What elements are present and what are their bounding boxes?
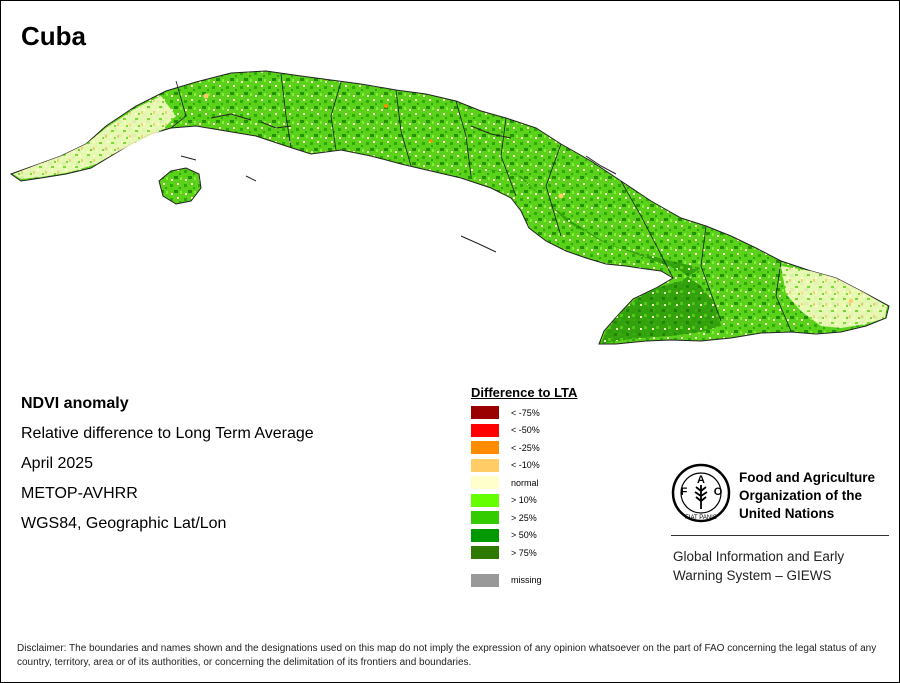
fao-emblem-icon: F A O FIAT PANIS: [671, 463, 731, 523]
legend-label: > 10%: [511, 495, 537, 506]
legend-label: > 50%: [511, 530, 537, 541]
legend-swatch: [471, 546, 499, 560]
product-date: April 2025: [21, 455, 94, 472]
legend-swatch: [471, 528, 499, 542]
legend-item: normal: [471, 474, 577, 492]
giews-name: Global Information and Early Warning Sys…: [673, 547, 900, 585]
legend-label: < -25%: [511, 442, 540, 453]
legend-item: < -50%: [471, 422, 577, 440]
legend-swatch: [471, 406, 499, 420]
legend-label: normal: [511, 477, 539, 488]
legend-item: > 50%: [471, 527, 577, 545]
legend-item: < -25%: [471, 439, 577, 457]
emblem-letter-a: A: [697, 474, 705, 486]
legend: Difference to LTA < -75% < -50% < -25% <…: [471, 385, 577, 589]
fao-name-line: Food and Agriculture: [739, 470, 875, 485]
disclaimer: Disclaimer: The boundaries and names sho…: [17, 643, 877, 668]
province-boundaries: [170, 73, 792, 332]
western-pale-zone: [13, 96, 176, 179]
legend-swatch: [471, 476, 499, 490]
legend-item: > 10%: [471, 492, 577, 510]
legend-swatch: [471, 423, 499, 437]
product-name: NDVI anomaly: [21, 395, 129, 412]
fao-name-line: United Nations: [739, 506, 835, 521]
legend-label: > 75%: [511, 547, 537, 558]
legend-label: < -50%: [511, 425, 540, 436]
legend-swatch: [471, 458, 499, 472]
emblem-letter-f: F: [681, 486, 688, 498]
central-dark-zone: [471, 166, 721, 344]
legend-swatch: [471, 441, 499, 455]
legend-swatch: [471, 511, 499, 525]
fao-name-line: Organization of the: [739, 488, 862, 503]
legend-swatch: [471, 493, 499, 507]
map-title: Cuba: [21, 21, 86, 51]
eastern-pale-zone: [781, 266, 887, 328]
projection-name: WGS84, Geographic Lat/Lon: [21, 515, 227, 532]
offshore-cays: [180, 113, 617, 253]
legend-label: < -75%: [511, 407, 540, 418]
sensor-name: METOP-AVHRR: [21, 485, 138, 502]
legend-title: Difference to LTA: [471, 385, 578, 400]
legend-item-missing: missing: [471, 572, 577, 590]
giews-line: Warning System – GIEWS: [673, 568, 832, 583]
product-description: Relative difference to Long Term Average: [21, 425, 314, 442]
fao-name: Food and Agriculture Organization of the…: [739, 469, 899, 523]
emblem-motto: FIAT PANIS: [685, 515, 717, 521]
legend-item: > 25%: [471, 509, 577, 527]
giews-line: Global Information and Early: [673, 549, 845, 564]
cuba-ndvi-map: [9, 70, 890, 345]
map-info: NDVI anomaly Relative difference to Long…: [21, 389, 314, 539]
isla-de-la-juventud: [158, 167, 202, 205]
legend-swatch-missing: [471, 573, 499, 587]
legend-item: < -75%: [471, 404, 577, 422]
legend-label: > 25%: [511, 512, 537, 523]
divider: [671, 535, 889, 536]
anomaly-hotspots: [203, 93, 853, 303]
legend-label: < -10%: [511, 460, 540, 471]
emblem-letter-o: O: [714, 486, 723, 498]
legend-item: < -10%: [471, 457, 577, 475]
legend-item: > 75%: [471, 544, 577, 562]
legend-label-missing: missing: [511, 575, 542, 586]
